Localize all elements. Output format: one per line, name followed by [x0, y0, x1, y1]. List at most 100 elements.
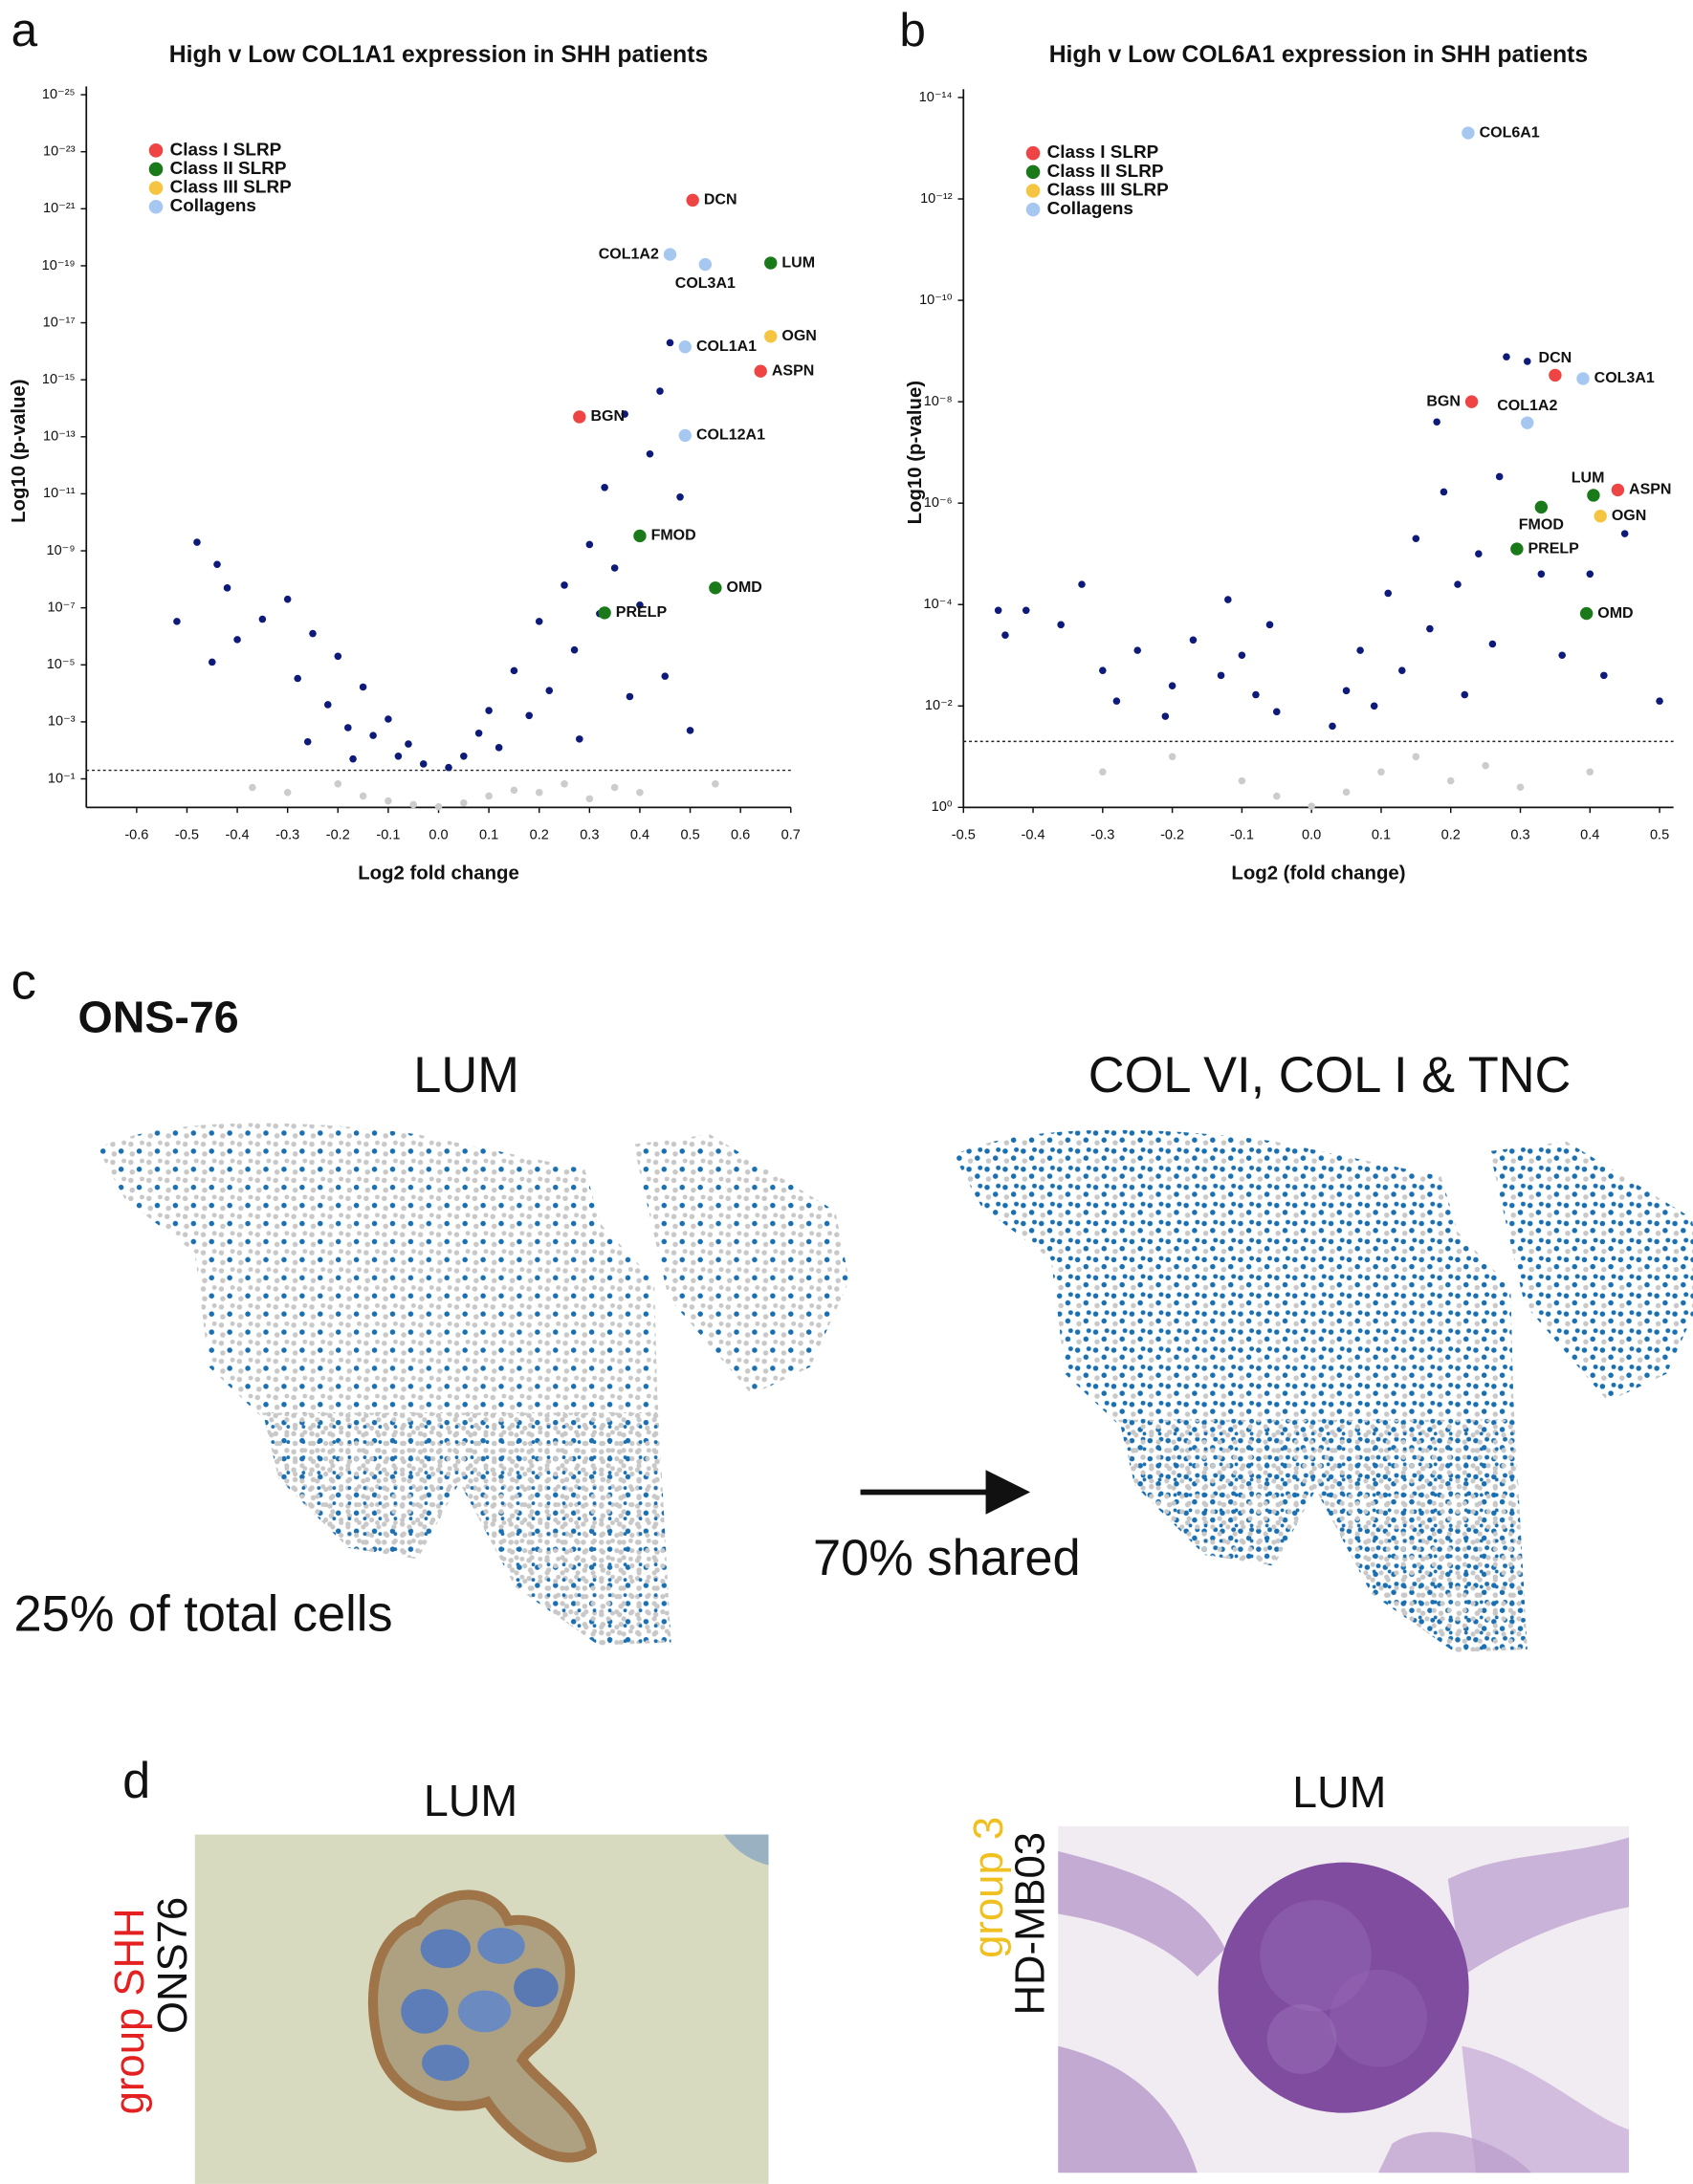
- y-tick-label: 10⁻⁵: [47, 657, 76, 672]
- point: [1558, 651, 1566, 660]
- point: [369, 732, 377, 739]
- cell-line: ONS-76: [78, 992, 239, 1041]
- point: [1454, 580, 1462, 588]
- point: [385, 715, 392, 723]
- point: [409, 800, 417, 809]
- x-tick-label: -0.4: [1022, 827, 1045, 842]
- panel-letter: d: [122, 1754, 150, 1809]
- highlight-point: [1521, 416, 1534, 429]
- x-tick-label: -0.5: [175, 827, 199, 842]
- point: [1503, 353, 1510, 360]
- y-axis-label: Log10 (p-value): [905, 381, 926, 524]
- umap-cloud: [97, 1123, 849, 1646]
- point: [636, 601, 644, 609]
- gene-label: BGN: [590, 408, 625, 425]
- point: [474, 729, 483, 737]
- point: [1370, 702, 1378, 710]
- point: [626, 692, 634, 701]
- highlight-point: [1579, 606, 1594, 621]
- gene-label: PRELP: [1528, 540, 1580, 557]
- point: [495, 744, 503, 752]
- point: [661, 672, 670, 680]
- y-tick-label: 10⁻⁷: [47, 601, 75, 616]
- point: [601, 484, 608, 491]
- x-axis-label: Log2 fold change: [358, 863, 519, 885]
- point: [1133, 646, 1142, 654]
- point: [323, 701, 332, 709]
- x-tick-label: 0.2: [530, 827, 549, 842]
- point: [1586, 768, 1594, 776]
- gene-label: COL1A2: [599, 246, 659, 262]
- x-tick-label: -0.1: [1230, 827, 1254, 842]
- x-tick-label: 0.6: [731, 827, 750, 842]
- highlight-point: [573, 410, 586, 424]
- highlight-point: [678, 428, 692, 443]
- cell-line-label: HD-MB03: [1007, 1832, 1054, 2016]
- point: [359, 792, 367, 800]
- x-tick-label: 0.5: [680, 827, 699, 842]
- point: [283, 595, 292, 603]
- chart-title: High v Low COL1A1 expression in SHH pati…: [169, 42, 709, 68]
- point: [1217, 671, 1225, 680]
- group-label: group SHH: [106, 1908, 153, 2114]
- x-tick-label: -0.2: [1160, 827, 1184, 842]
- legend-label: Class II SLRP: [1047, 162, 1164, 182]
- point: [213, 560, 221, 569]
- point: [1524, 358, 1531, 365]
- point: [576, 735, 583, 743]
- point: [359, 683, 367, 691]
- point: [1384, 589, 1393, 598]
- point: [676, 493, 684, 501]
- gene-label: COL3A1: [675, 275, 736, 292]
- y-tick-label: 10⁻⁸: [924, 394, 953, 409]
- highlight-point: [1594, 510, 1607, 523]
- x-tick-label: 0.7: [781, 827, 801, 842]
- point: [1272, 792, 1281, 800]
- point: [1356, 646, 1364, 654]
- point: [510, 666, 518, 675]
- highlight-point: [1510, 542, 1524, 556]
- legend-marker: [148, 199, 164, 214]
- y-tick-label: 10⁻¹⁰: [919, 293, 953, 308]
- gene-label: COL1A2: [1497, 398, 1557, 414]
- point: [460, 798, 468, 807]
- point: [1537, 570, 1546, 579]
- point: [646, 449, 654, 458]
- point: [1475, 550, 1483, 557]
- y-tick-label: 10⁻¹: [48, 771, 76, 786]
- x-tick-label: 0.0: [1302, 827, 1321, 842]
- point: [1078, 580, 1086, 588]
- point: [1252, 690, 1260, 699]
- y-tick-label: 10⁻³: [48, 714, 76, 730]
- highlight-point: [1534, 500, 1549, 514]
- x-tick-label: 0.2: [1441, 827, 1461, 842]
- point: [258, 615, 267, 623]
- point: [445, 763, 452, 772]
- highlight-point: [764, 256, 778, 270]
- highlight-point: [1576, 372, 1590, 385]
- point: [1099, 666, 1107, 675]
- point: [485, 792, 493, 800]
- x-tick-label: 0.0: [429, 827, 448, 842]
- point: [686, 727, 694, 734]
- point: [1397, 666, 1406, 675]
- point: [344, 724, 352, 732]
- highlight-point: [1587, 489, 1600, 502]
- umap-title: LUM: [413, 1048, 519, 1103]
- point: [249, 783, 256, 792]
- y-tick-label: 10⁻⁴: [924, 597, 953, 612]
- y-tick-label: 10⁻²³: [43, 144, 76, 160]
- point: [1488, 640, 1497, 648]
- x-tick-label: -0.3: [1090, 827, 1114, 842]
- point: [419, 760, 428, 768]
- point: [385, 797, 392, 805]
- legend-marker: [1025, 145, 1041, 161]
- point: [193, 538, 201, 546]
- legend-label: Class III SLRP: [1047, 181, 1169, 201]
- x-tick-label: 0.4: [630, 827, 649, 842]
- legend-label: Class III SLRP: [170, 178, 292, 198]
- gene-label: FMOD: [651, 528, 696, 544]
- y-tick-label: 10⁻¹²: [920, 191, 953, 207]
- point: [208, 658, 216, 666]
